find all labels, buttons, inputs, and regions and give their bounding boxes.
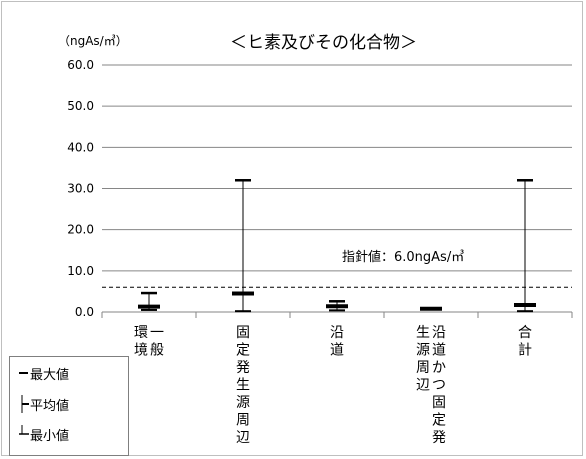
legend-label-max: 最大値 xyxy=(30,368,70,383)
x-tick-label: 環 xyxy=(134,325,148,341)
x-tick-label: 一 xyxy=(150,325,164,341)
x-tick-label: 源 xyxy=(416,343,430,359)
x-tick-label: 発 xyxy=(432,430,446,446)
x-tick-label: 生 xyxy=(236,378,250,394)
legend-label-min: 最小値 xyxy=(30,429,70,444)
x-tick-label: 周 xyxy=(236,413,250,429)
x-tick-label: 道 xyxy=(432,343,446,359)
x-tick-label: 発 xyxy=(236,360,250,376)
x-tick-label: 辺 xyxy=(236,430,250,446)
y-tick-label: 60.0 xyxy=(67,58,94,72)
x-tick-label: 固 xyxy=(236,325,250,341)
y-tick-label: 40.0 xyxy=(67,140,94,154)
x-tick-label: 般 xyxy=(150,343,164,359)
y-tick-label: 30.0 xyxy=(67,182,94,196)
x-tick-label: 合 xyxy=(518,325,532,341)
unit-label: （ngAs/㎥） xyxy=(58,34,128,48)
guideline-label: 指針値：6.0ngAs/㎥ xyxy=(342,250,465,265)
x-tick-label: 生 xyxy=(416,325,430,341)
y-tick-label: 10.0 xyxy=(67,264,94,278)
x-tick-label: 沿 xyxy=(330,325,344,341)
legend: 最大値 平均値 最小値 xyxy=(9,356,129,456)
x-tick-label: 境 xyxy=(134,343,148,359)
max-marker-icon xyxy=(19,372,28,374)
x-tick-label: 固 xyxy=(432,395,446,411)
x-tick-label: 定 xyxy=(236,343,250,359)
legend-label-mean: 平均値 xyxy=(30,399,70,414)
x-tick-label: 周 xyxy=(416,360,430,376)
y-tick-label: 0.0 xyxy=(75,305,94,319)
min-marker-icon xyxy=(19,425,29,435)
x-tick-label: 定 xyxy=(432,413,446,429)
x-tick-label: 計 xyxy=(518,343,532,359)
x-tick-label: 源 xyxy=(236,395,250,411)
x-tick-label: つ xyxy=(432,378,446,394)
x-tick-label: 道 xyxy=(330,343,344,359)
x-tick-label: か xyxy=(432,360,446,376)
x-tick-label: 辺 xyxy=(416,378,430,394)
x-tick-label: 沿 xyxy=(432,325,446,341)
chart-title: ＜ヒ素及びその化合物＞ xyxy=(230,33,417,53)
mean-marker-icon xyxy=(21,395,29,413)
y-tick-label: 50.0 xyxy=(67,99,94,113)
y-tick-label: 20.0 xyxy=(67,223,94,237)
